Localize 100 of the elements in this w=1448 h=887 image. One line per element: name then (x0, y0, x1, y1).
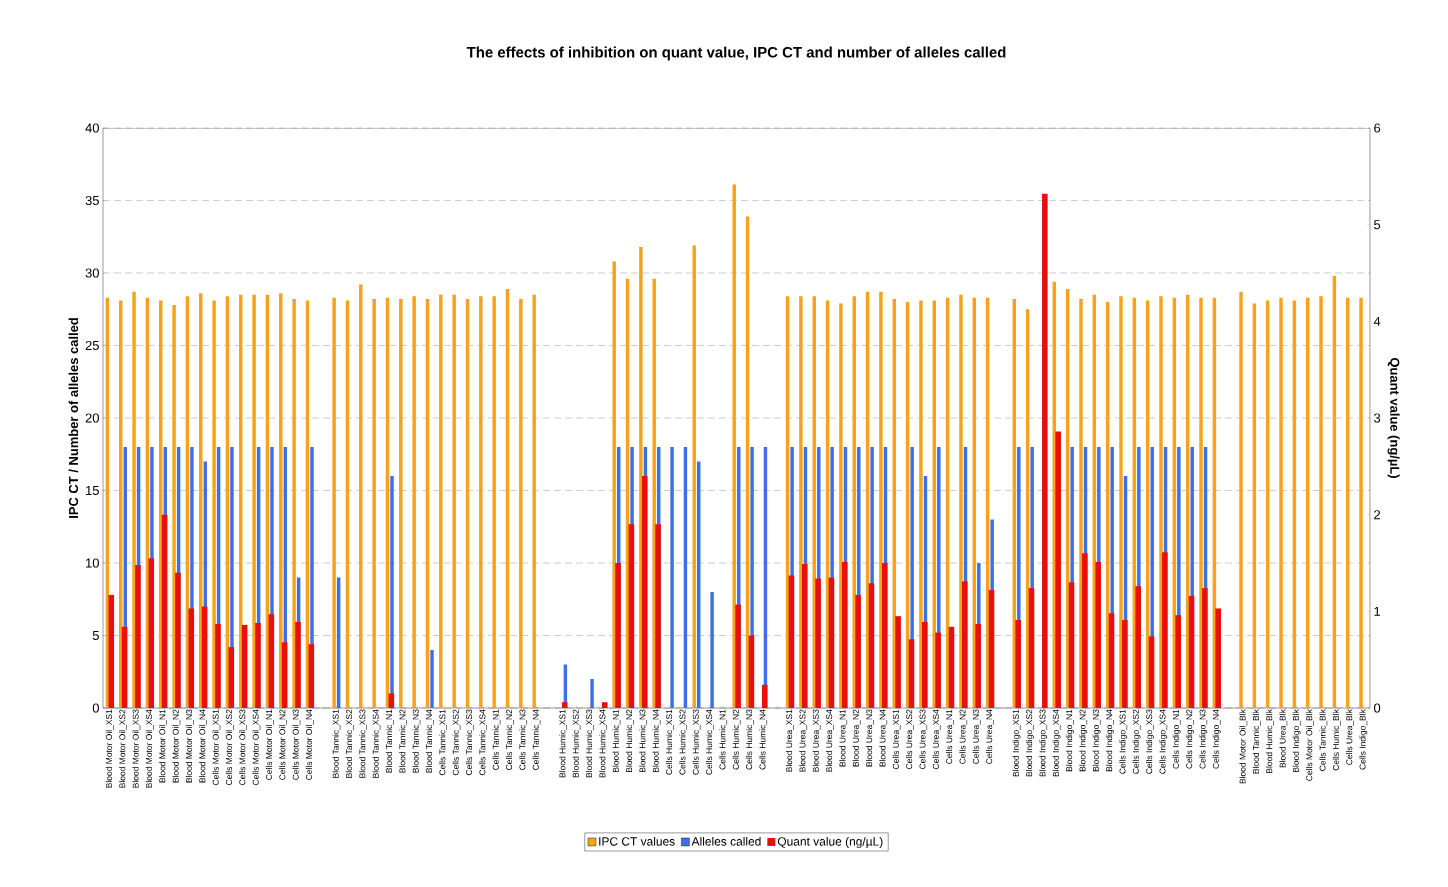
x-tick-label: Blood Motor Oil_XS1 (105, 709, 114, 788)
x-tick-label: Blood Indigo_XS1 (1012, 709, 1021, 777)
x-tick-label: Cells Indigo_N1 (1172, 709, 1181, 769)
x-tick-label: Cells Indigo_N3 (1199, 709, 1208, 769)
x-tick-label: Blood Urea_N4 (879, 709, 888, 767)
y-tick-label: 5 (92, 630, 99, 641)
legend-label: IPC CT values (599, 836, 675, 846)
x-tick-label: Cells Tannic_XS3 (465, 709, 474, 776)
x-tick-label: Cells Urea_XS2 (905, 709, 914, 769)
x-tick-label: Cells Tannic_XS4 (479, 709, 488, 776)
x-tick-label: Blood Motor Oil_N4 (199, 709, 207, 783)
y2-tick-label: 1 (1374, 606, 1381, 616)
x-tick-label: Cells Urea_N2 (959, 709, 968, 764)
x-tick-label: Blood Indigo_N3 (1092, 709, 1101, 772)
x-tick-label: Cells Urea_XS1 (892, 709, 901, 769)
x-tick-label: Blood Humic_XS2 (572, 709, 581, 778)
x-tick-label: Blood Indigo_N2 (1079, 709, 1088, 772)
x-tick-label: Blood Motor Oil_Blk (1239, 709, 1248, 784)
x-tick-label: Blood Urea_XS3 (812, 709, 821, 772)
x-tick-label: Blood Tannic_XS2 (345, 709, 354, 778)
x-tick-label: Blood Indigo_XS2 (1025, 709, 1034, 777)
x-tick-label: Cells Indigo_XS4 (1159, 709, 1168, 774)
x-tick-label: Blood Motor Oil_N1 (159, 709, 167, 783)
y-tick-label: 10 (86, 558, 99, 568)
x-tick-label: Blood Tannic_N4 (425, 709, 434, 773)
x-tick-label: Cells Indigo_XS3 (1145, 709, 1154, 774)
x-tick-label: Blood Tannic_XS3 (359, 709, 367, 778)
x-tick-label: Cells Motor Oil_XS2 (225, 709, 234, 785)
x-tick-label: Cells Indigo_Blk (1359, 709, 1368, 770)
x-tick-label: Blood Indigo_XS3 (1039, 709, 1048, 777)
x-tick-label: Cells Tannic_XS1 (439, 709, 447, 776)
x-tick-label: Blood Urea_N3 (865, 709, 874, 767)
y-tick-label: 20 (85, 413, 99, 423)
legend-label: Alleles called (691, 836, 761, 846)
x-tick-label: Cells Urea_N3 (972, 709, 981, 764)
x-tick-label: Blood Humic_XS4 (599, 709, 608, 778)
y2-tick-label: 4 (1373, 316, 1381, 326)
x-tick-label: Blood Tannic_XS1 (332, 709, 341, 778)
x-tick-label: Cells Humic_N2 (732, 709, 741, 770)
x-tick-label: Cells Humic_XS4 (705, 709, 714, 775)
x-tick-label: Blood Urea_XS1 (785, 709, 794, 772)
chart-title: The effects of inhibition on quant value, IPC CT and number of alleles called (466, 46, 1006, 61)
x-tick-label: Blood Indigo_N1 (1065, 709, 1074, 772)
y2-tick-label: 2 (1374, 510, 1381, 520)
x-tick-label: Cells Urea_XS3 (919, 709, 928, 769)
x-tick-label: Cells Humic_N4 (759, 709, 768, 770)
x-tick-label: Cells Motor Oil_XS4 (252, 709, 261, 785)
x-tick-label: Cells Motor Oil_XS1 (212, 709, 221, 785)
x-tick-label: Blood Motor Oil_XS3 (132, 709, 141, 788)
y2-tick-label: 3 (1374, 413, 1381, 423)
y2-tick-label: 0 (1374, 703, 1381, 713)
x-tick-label: Blood Humic_XS1 (559, 709, 568, 778)
x-tick-label: Blood Humic_N2 (625, 709, 634, 773)
x-tick-label: Blood Tannic_N1 (385, 709, 394, 773)
x-tick-label: Cells Indigo_N4 (1212, 709, 1221, 769)
x-tick-label: Cells Tannic_N1 (492, 709, 501, 770)
y-tick-label: 0 (92, 703, 99, 713)
y2-axis-title: Quant value (ng/µL) (1387, 357, 1400, 478)
x-tick-label: Blood Motor Oil_N2 (172, 709, 181, 783)
x-tick-label: Blood Motor Oil_N3 (185, 709, 194, 783)
legend-label: Quant value (ng/µL) (777, 836, 883, 849)
x-tick-label: Blood Indigo_N4 (1105, 709, 1114, 772)
x-tick-label: Cells Motor Oil_N3 (292, 709, 301, 780)
x-tick-label: Blood Urea_N2 (852, 709, 861, 767)
x-tick-label: Blood Indigo_XS4 (1052, 709, 1061, 777)
y-tick-label: 30 (85, 268, 99, 278)
y2-tick-label: 6 (1374, 123, 1381, 133)
x-tick-label: Cells Humic_Blk (1332, 709, 1341, 771)
x-tick-label: Blood Humic_N3 (639, 709, 648, 773)
x-tick-label: Cells Indigo_XS1 (1119, 709, 1128, 774)
y-tick-label: 40 (85, 123, 99, 133)
x-tick-label: Cells Humic_XS1 (665, 709, 674, 775)
x-tick-label: Cells Motor Oil_Blk (1306, 709, 1314, 781)
x-tick-label: Cells Indigo_N2 (1185, 709, 1194, 769)
x-tick-label: Cells Tannic_Blk (1319, 709, 1328, 771)
x-tick-label: Cells Humic_N1 (719, 709, 728, 770)
x-tick-label: Blood Humic_XS3 (585, 709, 594, 778)
x-tick-label: Blood Indigo_Blk (1292, 709, 1301, 773)
x-tick-label: Blood Humic_N1 (612, 709, 621, 773)
x-tick-label: Blood Humic_Blk (1266, 709, 1274, 773)
x-tick-label: Cells Tannic_XS2 (452, 709, 461, 776)
x-tick-label: Blood Urea_N1 (839, 709, 848, 767)
x-tick-label: Cells Humic_N3 (745, 709, 754, 770)
x-tick-label: Cells Motor Oil_N4 (305, 709, 314, 780)
x-tick-label: Cells Humic_XS2 (679, 709, 688, 775)
x-tick-label: Cells Tannic_N3 (519, 709, 528, 770)
x-tick-label: Blood Humic_N4 (652, 709, 661, 773)
y-tick-label: 25 (85, 340, 99, 351)
x-tick-label: Blood Urea_Blk (1279, 709, 1288, 768)
y2-tick-label: 5 (1374, 220, 1381, 230)
x-tick-label: Cells Urea_N1 (945, 709, 954, 764)
x-tick-label: Cells Urea_XS4 (932, 709, 941, 769)
x-tick-label: Blood Motor Oil_XS2 (119, 709, 127, 788)
x-tick-label: Cells Tannic_N4 (532, 709, 541, 770)
x-tick-label: Cells Tannic_N2 (505, 709, 514, 770)
y-axis-title: IPC CT / Number of alleles called (68, 318, 79, 518)
x-tick-label: Blood Tannic_Blk (1252, 709, 1261, 774)
x-tick-label: Blood Tannic_XS4 (372, 709, 381, 778)
x-tick-label: Cells Motor Oil_XS3 (239, 709, 247, 785)
x-tick-label: Cells Humic_XS3 (692, 709, 701, 775)
